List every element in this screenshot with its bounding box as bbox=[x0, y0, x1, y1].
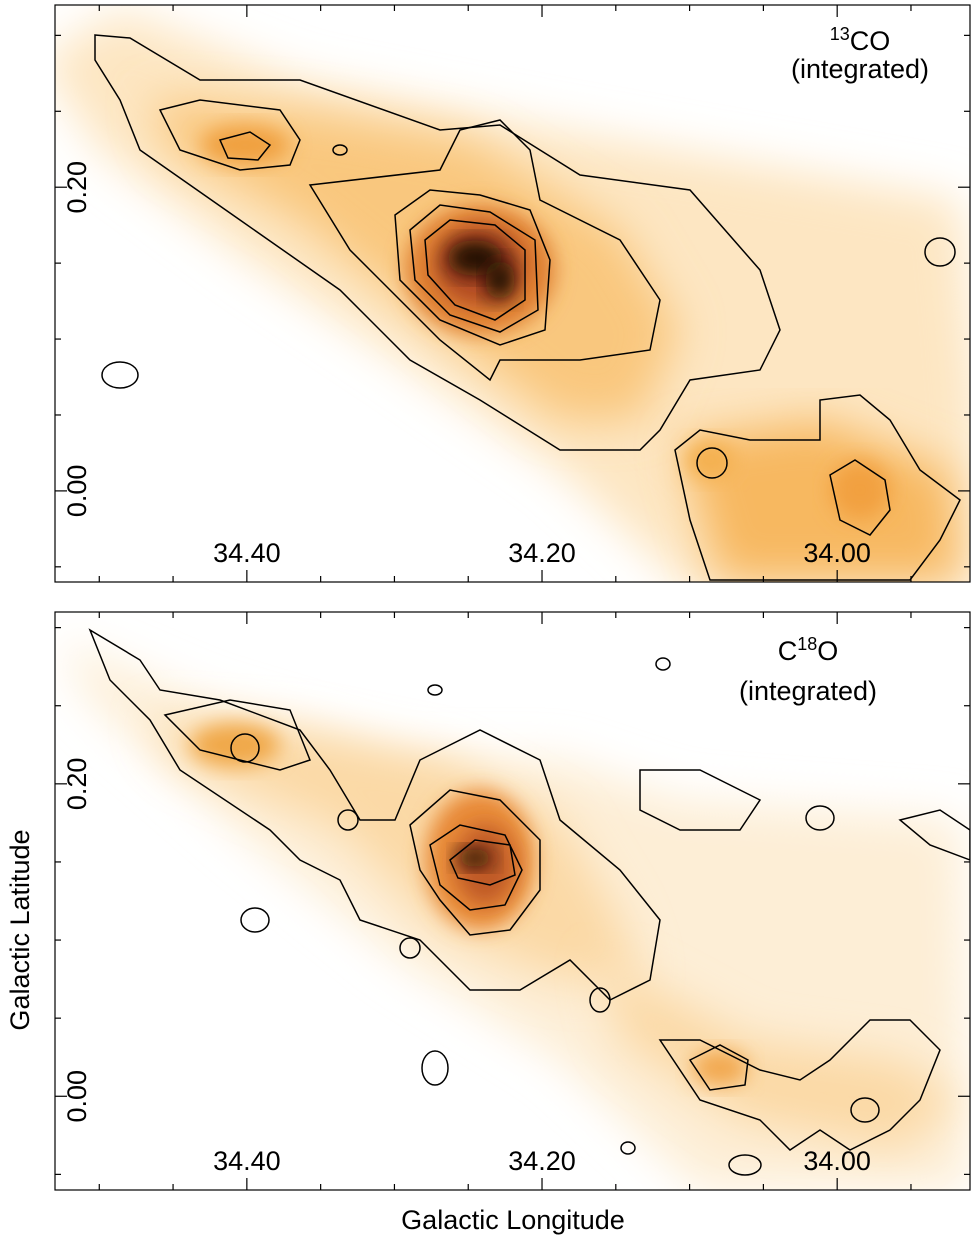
x-axis-label: Galactic Longitude bbox=[401, 1205, 625, 1235]
plot-frame bbox=[54, 4, 971, 583]
intensity-map bbox=[55, 10, 970, 582]
x-tick-label: 34.00 bbox=[803, 538, 871, 568]
panel-label: C18O bbox=[778, 634, 839, 666]
panel-note: (integrated) bbox=[791, 54, 929, 84]
panel-note: (integrated) bbox=[739, 676, 877, 706]
label-text: O bbox=[817, 636, 838, 666]
y-tick-label: 0.00 bbox=[62, 465, 92, 518]
label-text: CO bbox=[850, 26, 891, 56]
intensity-map bbox=[60, 628, 970, 1190]
y-tick-label: 0.00 bbox=[62, 1070, 92, 1123]
label-prefix: C bbox=[778, 636, 798, 666]
y-tick-label: 0.20 bbox=[62, 161, 92, 214]
plot-frame bbox=[54, 611, 971, 1191]
x-tick-label: 34.40 bbox=[213, 538, 281, 568]
x-tick-label: 34.40 bbox=[213, 1146, 281, 1176]
panel-label: 13CO bbox=[830, 24, 891, 56]
label-superscript: 13 bbox=[830, 24, 850, 44]
x-tick-label: 34.20 bbox=[508, 1146, 576, 1176]
x-tick-label: 34.20 bbox=[508, 538, 576, 568]
y-tick-label: 0.20 bbox=[62, 758, 92, 811]
label-superscript: 18 bbox=[797, 634, 817, 654]
x-tick-label: 34.00 bbox=[803, 1146, 871, 1176]
y-axis-label: Galactic Latitude bbox=[5, 829, 35, 1030]
